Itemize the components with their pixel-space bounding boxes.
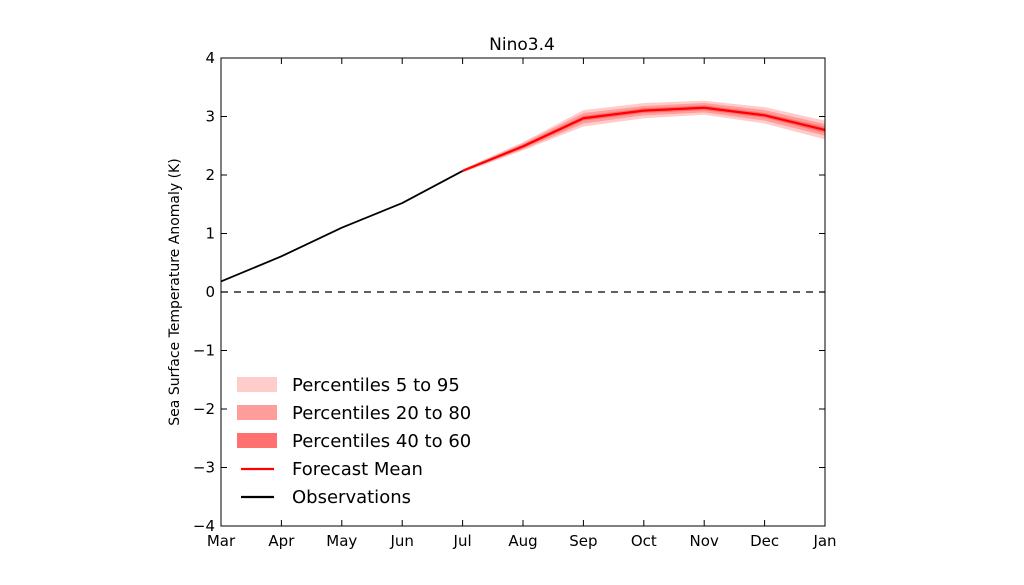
x-tick-label: Apr [268,532,295,550]
y-tick-label: −1 [193,342,215,360]
legend-swatch-1 [237,405,277,420]
x-tick-label: Sep [569,532,597,550]
legend: Percentiles 5 to 95 Percentiles 20 to 80 P… [237,375,471,508]
x-tick-label: Jan [812,532,836,550]
y-tick-label: 1 [205,225,215,243]
x-tick-label: Nov [690,532,719,550]
plot-frame [220,57,826,527]
chart-title: Nino3.4 [489,35,555,55]
legend-label-3: Forecast Mean [292,459,423,480]
x-tick-label: Aug [508,532,537,550]
y-axis-label: Sea Surface Temperature Anomaly (K) [167,158,183,425]
legend-swatch-0 [237,377,277,392]
legend-label-4: Observations [292,487,411,508]
percentile-band-1 [462,103,825,173]
y-tick-label: −4 [193,517,215,535]
x-tick-label: Dec [750,532,779,550]
y-tick-label: 2 [205,166,215,184]
y-tick-label: −3 [193,459,215,477]
y-tick-label: 4 [205,49,215,67]
y-tick-label: −2 [193,400,215,418]
y-tick-label: 3 [205,108,215,126]
legend-swatch-2 [237,433,277,448]
observations-line [220,170,464,283]
x-tick-label: Oct [631,532,657,550]
x-tick-label: May [326,532,357,550]
legend-label-0: Percentiles 5 to 95 [292,375,460,396]
legend-label-1: Percentiles 20 to 80 [292,403,471,424]
percentile-band-0 [462,100,825,173]
legend-label-2: Percentiles 40 to 60 [292,431,471,452]
forecast-mean-line [462,106,826,172]
x-tick-label: Jul [453,532,472,550]
y-tick-label: 0 [205,283,215,301]
x-tick-label: Jun [389,532,413,550]
x-tick-label: Mar [207,532,236,550]
